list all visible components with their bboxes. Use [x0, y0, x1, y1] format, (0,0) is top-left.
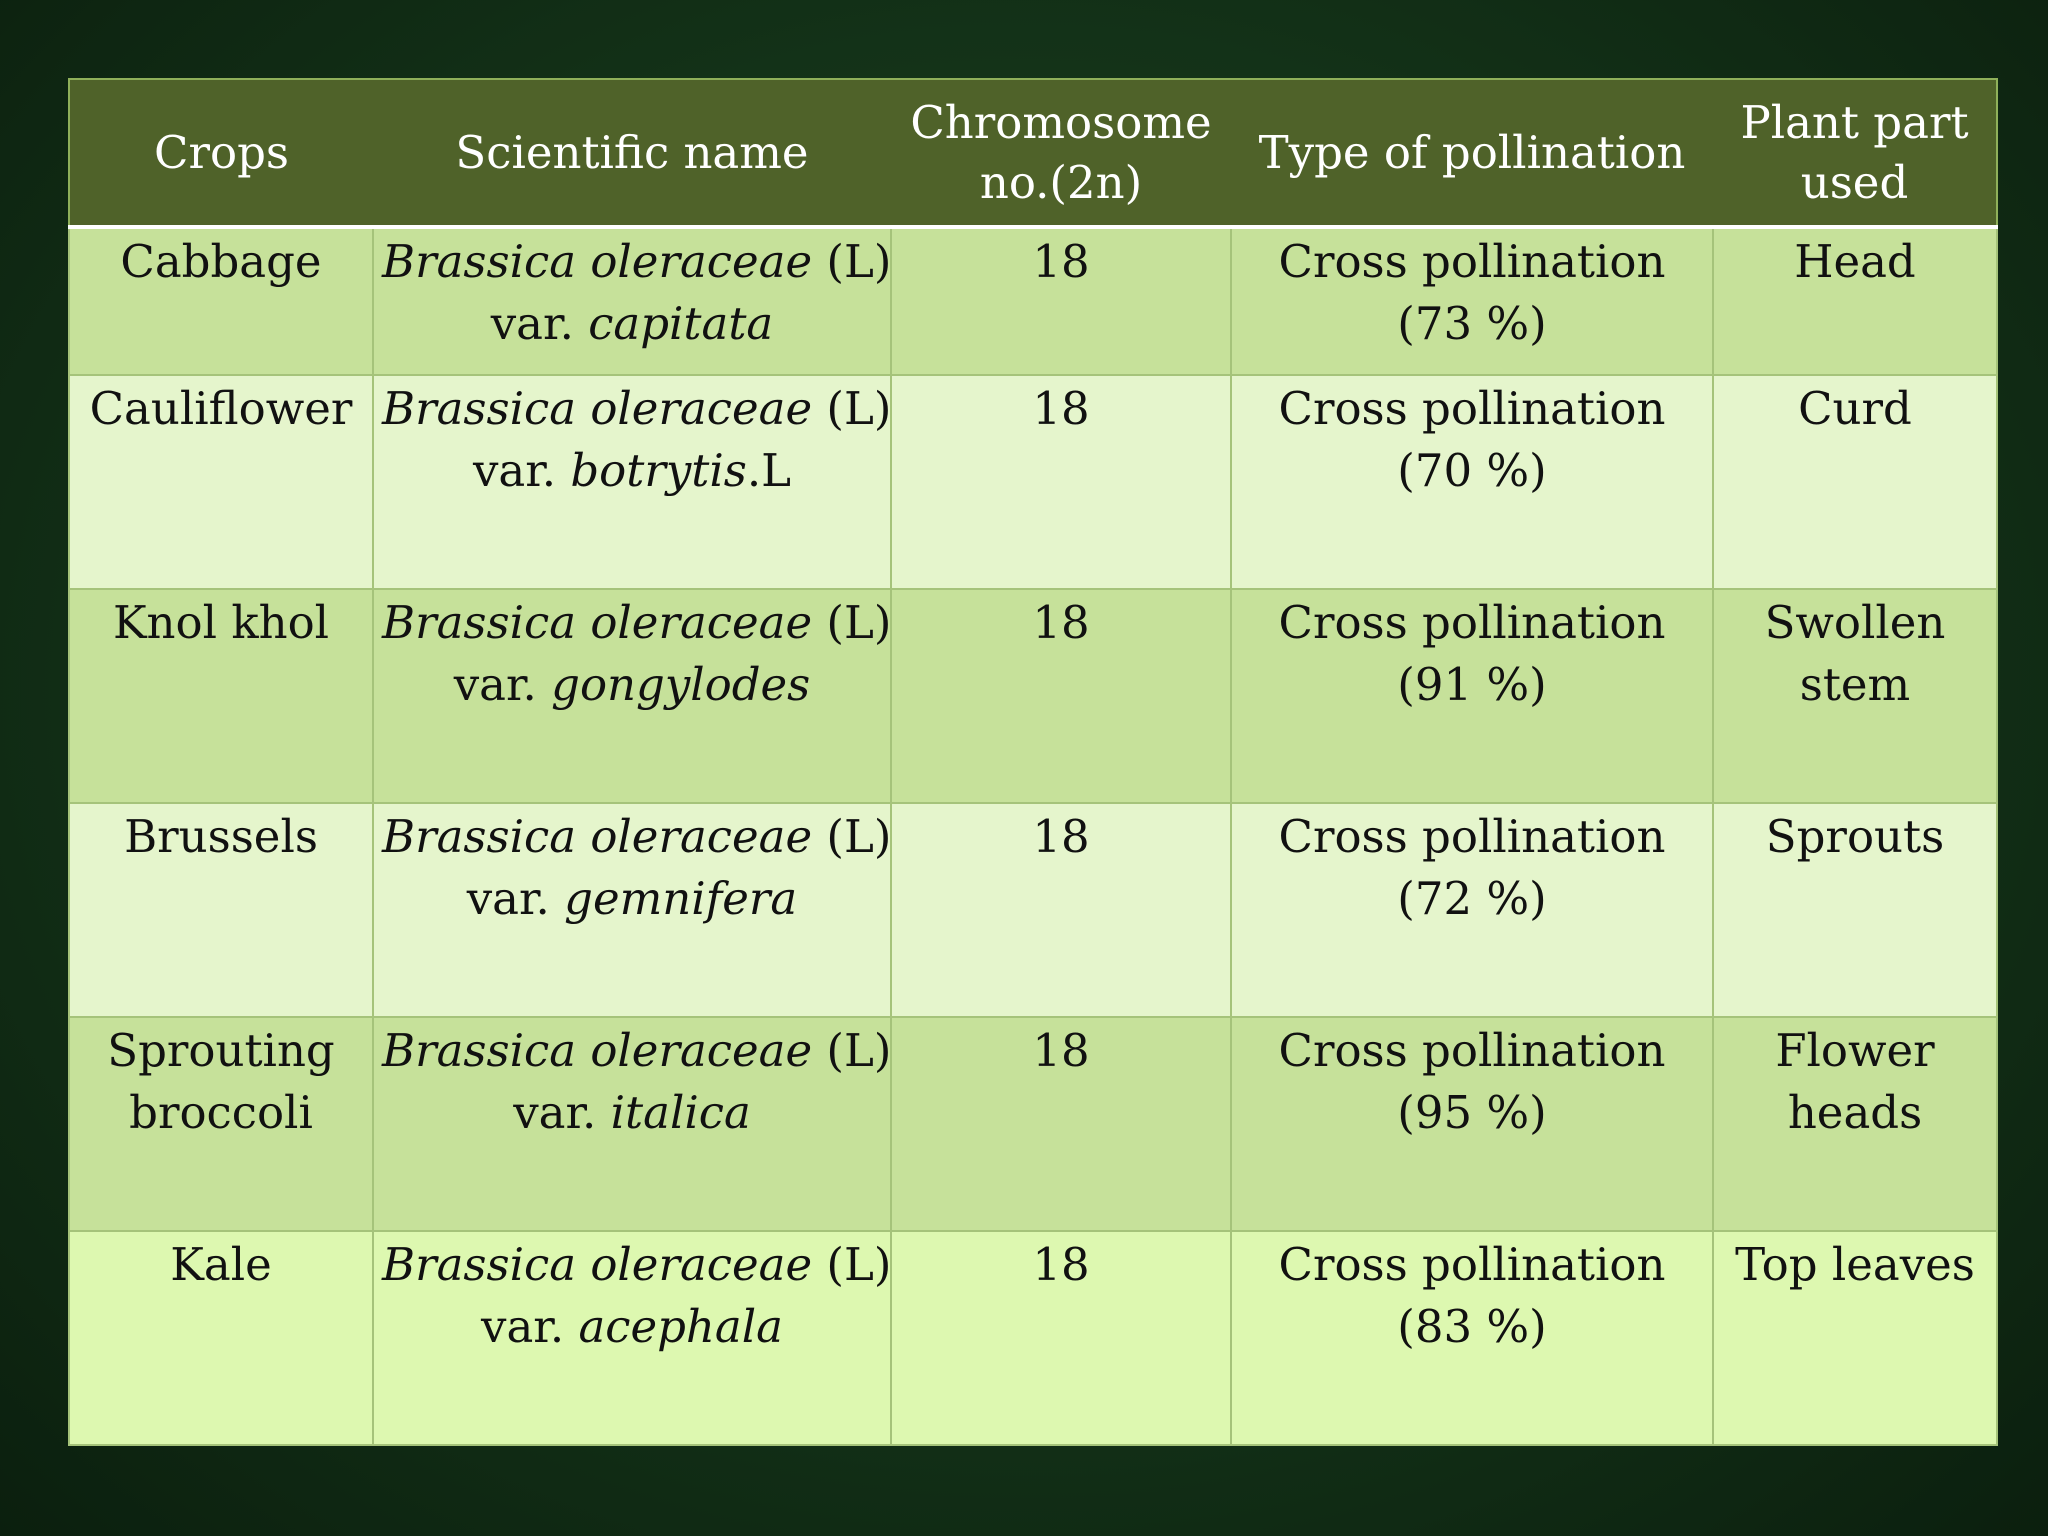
authority: (L) [812, 810, 892, 863]
authority: (L) [812, 1024, 892, 1077]
var-prefix: var. [472, 444, 571, 497]
variety-name: gongylodes [551, 658, 811, 711]
pollination-cell: Cross pollination (83 %) [1230, 1230, 1714, 1446]
variety-name: gemnifera [564, 872, 798, 925]
plant-part-cell: Swollen stem [1712, 588, 1998, 804]
crop-cell: Kale [68, 1230, 374, 1446]
header-pollination: Type of pollination [1231, 79, 1713, 229]
table-row: Kale Brassica oleraceae (L) var. acephal… [68, 1230, 1998, 1446]
variety-name: capitata [588, 297, 774, 350]
pollination-cell: Cross pollination (72 %) [1230, 802, 1714, 1018]
authority: (L) [812, 235, 892, 288]
scientific-name-cell: Brassica oleraceae (L) var. acephala [372, 1230, 892, 1446]
crop-cell: Cabbage [68, 226, 374, 376]
crop-table: Crops Scientific name Chromosome no.(2n)… [68, 78, 1998, 1446]
chromosome-cell: 18 [890, 226, 1232, 376]
header-chromosome: Chromosome no.(2n) [891, 79, 1231, 229]
chromosome-cell: 18 [890, 588, 1232, 804]
plant-part-cell: Flower heads [1712, 1016, 1998, 1232]
variety-name: italica [610, 1086, 751, 1139]
scientific-name-cell: Brassica oleraceae (L) var. capitata [372, 226, 892, 376]
pollination-cell: Cross pollination (73 %) [1230, 226, 1714, 376]
plant-part-cell: Curd [1712, 374, 1998, 590]
chromosome-cell: 18 [890, 374, 1232, 590]
crop-cell: Knol khol [68, 588, 374, 804]
variety-name: acephala [578, 1300, 783, 1353]
header-crops: Crops [69, 79, 373, 229]
scientific-name-cell: Brassica oleraceae (L) var. gongylodes [372, 588, 892, 804]
var-prefix: var. [490, 297, 589, 350]
table-row: Brussels Brassica oleraceae (L) var. gem… [68, 802, 1998, 1018]
table-row: Cabbage Brassica oleraceae (L) var. capi… [68, 226, 1998, 376]
genus-name: Brassica oleraceae [382, 596, 813, 649]
var-prefix: var. [466, 872, 565, 925]
variety-name: botrytis [570, 444, 747, 497]
genus-name: Brassica oleraceae [382, 382, 813, 435]
pollination-cell: Cross pollination (95 %) [1230, 1016, 1714, 1232]
table-row: Knol khol Brassica oleraceae (L) var. go… [68, 588, 1998, 804]
authority: (L) [812, 382, 892, 435]
var-prefix: var. [481, 1300, 579, 1353]
plant-part-cell: Head [1712, 226, 1998, 376]
header-row: Crops Scientific name Chromosome no.(2n)… [69, 79, 1997, 229]
pollination-cell: Cross pollination (91 %) [1230, 588, 1714, 804]
scientific-name-cell: Brassica oleraceae (L) var. botrytis.L [372, 374, 892, 590]
table-row: Sprouting broccoli Brassica oleraceae (L… [68, 1016, 1998, 1232]
crop-cell: Brussels [68, 802, 374, 1018]
var-prefix: var. [513, 1086, 611, 1139]
pollination-cell: Cross pollination (70 %) [1230, 374, 1714, 590]
crop-cell: Cauliflower [68, 374, 374, 590]
header-plant-part: Plant part used [1713, 79, 1997, 229]
plant-part-cell: Top leaves [1712, 1230, 1998, 1446]
chromosome-cell: 18 [890, 802, 1232, 1018]
genus-name: Brassica oleraceae [382, 235, 813, 288]
scientific-name-cell: Brassica oleraceae (L) var. italica [372, 1016, 892, 1232]
header-scientific-name: Scientific name [373, 79, 891, 229]
genus-name: Brassica oleraceae [382, 1024, 813, 1077]
authority: (L) [812, 1238, 892, 1291]
var-suffix: .L [746, 444, 792, 497]
genus-name: Brassica oleraceae [382, 1238, 813, 1291]
var-prefix: var. [453, 658, 552, 711]
scientific-name-cell: Brassica oleraceae (L) var. gemnifera [372, 802, 892, 1018]
crop-cell: Sprouting broccoli [68, 1016, 374, 1232]
table-row: Cauliflower Brassica oleraceae (L) var. … [68, 374, 1998, 590]
chromosome-cell: 18 [890, 1230, 1232, 1446]
chromosome-cell: 18 [890, 1016, 1232, 1232]
authority: (L) [812, 596, 892, 649]
genus-name: Brassica oleraceae [382, 810, 813, 863]
plant-part-cell: Sprouts [1712, 802, 1998, 1018]
